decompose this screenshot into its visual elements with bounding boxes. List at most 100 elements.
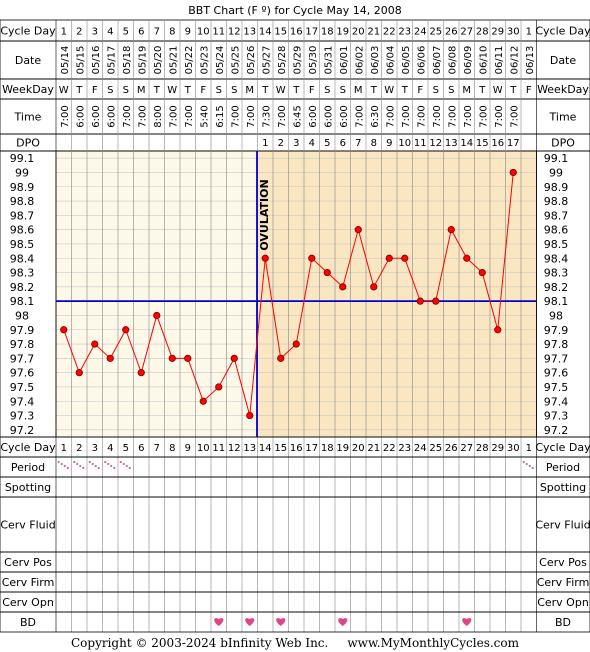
cycle-day-label-bottom: 27 [460, 443, 473, 454]
temperature-point [463, 254, 471, 262]
cycle-day-label-bottom: 2 [76, 443, 82, 454]
y-tick-label: 98 [15, 309, 29, 322]
y-tick-label-right: 98.8 [544, 195, 569, 208]
row-label-cerv_opn-bottom-right: Cerv Opn [537, 596, 589, 609]
y-tick-label-right: 97.8 [544, 338, 569, 351]
cycle-day-label-bottom: 5 [123, 443, 129, 454]
dpo-value: 1 [262, 138, 268, 149]
cycle-day-label: 6 [138, 27, 144, 38]
weekday-label: S [324, 85, 330, 96]
dpo-value: 17 [507, 138, 520, 149]
time-label: 6:00 [323, 105, 334, 127]
cycle-day-label: 1 [61, 27, 67, 38]
y-tick-label-right: 97.7 [544, 352, 569, 365]
cycle-day-label-bottom: 29 [491, 443, 504, 454]
date-label: 05/14 [60, 46, 71, 75]
cycle-day-label-bottom: 13 [243, 443, 256, 454]
dpo-value: 9 [386, 138, 392, 149]
weekday-label: S [231, 85, 237, 96]
y-tick-label: 97.6 [10, 367, 35, 380]
weekday-label: F [200, 85, 206, 96]
temperature-point [91, 340, 99, 348]
y-tick-label: 98.8 [10, 195, 35, 208]
weekday-label: W [59, 85, 69, 96]
weekday-label: S [216, 85, 222, 96]
date-label: 05/23 [199, 46, 210, 75]
row-label-bd-bottom-right: BD [555, 616, 571, 629]
cycle-day-label-bottom: 21 [367, 443, 380, 454]
weekday-label: S [107, 85, 113, 96]
row-label-cycle_day-right: Cycle Day [535, 25, 590, 38]
date-label: 06/10 [478, 46, 489, 75]
y-tick-label-right: 98.6 [544, 224, 569, 237]
time-label: 6:45 [292, 105, 303, 127]
date-label: 05/29 [292, 46, 303, 75]
cycle-day-label: 11 [212, 27, 225, 38]
date-label: 06/11 [494, 46, 505, 75]
weekday-label: S [448, 85, 454, 96]
pre-ovulation-area [56, 151, 257, 437]
time-label: 5:40 [199, 105, 210, 127]
y-tick-label: 98.2 [10, 281, 35, 294]
weekday-label: T [370, 85, 378, 96]
cycle-day-label: 8 [169, 27, 175, 38]
cycle-day-label: 9 [185, 27, 191, 38]
dpo-value: 7 [355, 138, 361, 149]
weekday-label: W [276, 85, 286, 96]
weekday-label: F [526, 85, 532, 96]
time-label: 8:00 [153, 105, 164, 127]
row-label-cerv_opn-bottom: Cerv Opn [2, 596, 54, 609]
weekday-label: T [509, 85, 517, 96]
temperature-point [230, 354, 238, 362]
date-label: 06/08 [447, 46, 458, 75]
row-label-cerv_fluid-bottom: Cerv Fluid [0, 519, 55, 532]
cycle-day-label-bottom: 1 [526, 443, 532, 454]
time-label: 6:15 [215, 105, 226, 127]
date-label: 06/03 [370, 46, 381, 75]
y-tick-label: 98.1 [10, 295, 35, 308]
cycle-day-label-bottom: 24 [414, 443, 427, 454]
y-tick-label-right: 97.4 [544, 395, 569, 408]
temperature-point [494, 326, 502, 334]
temperature-point [199, 397, 207, 405]
time-label: 6:00 [91, 105, 102, 127]
y-tick-label-right: 98 [549, 309, 563, 322]
temperature-point [122, 326, 130, 334]
y-tick-label: 98.6 [10, 224, 35, 237]
date-label: 05/24 [215, 46, 226, 75]
time-label: 7:00 [168, 105, 179, 127]
y-tick-label: 98.3 [10, 267, 35, 280]
weekday-label: M [354, 85, 363, 96]
y-tick-label: 99.1 [10, 152, 35, 165]
cycle-day-label-bottom: 30 [507, 443, 520, 454]
row-label-dpo-right: DPO [551, 137, 575, 150]
cycle-day-label-bottom: 22 [383, 443, 396, 454]
cycle-day-label: 27 [460, 27, 473, 38]
row-label-cerv_firm-bottom-right: Cerv Firm [537, 576, 590, 589]
y-tick-label: 97.8 [10, 338, 35, 351]
date-label: 06/07 [432, 46, 443, 75]
row-label-cerv_firm-bottom: Cerv Firm [2, 576, 55, 589]
row-label-period-bottom: Period [11, 461, 45, 474]
row-label-cycle_day-bottom-right: Cycle Day [535, 441, 590, 454]
row-label-period-bottom-right: Period [546, 461, 580, 474]
date-label: 06/01 [339, 46, 350, 75]
weekday-label: T [401, 85, 409, 96]
cycle-day-label-bottom: 26 [445, 443, 458, 454]
time-label: 7:00 [447, 105, 458, 127]
cycle-day-label: 18 [321, 27, 334, 38]
cycle-day-label: 21 [367, 27, 380, 38]
date-label: 06/06 [416, 46, 427, 75]
y-tick-label-right: 97.9 [544, 324, 569, 337]
dpo-value: 13 [445, 138, 458, 149]
cycle-day-label-bottom: 16 [290, 443, 303, 454]
temperature-point [292, 340, 300, 348]
y-tick-label-right: 98.4 [544, 252, 569, 265]
date-label: 05/30 [308, 46, 319, 75]
cycle-day-label: 7 [154, 27, 160, 38]
weekday-label: T [261, 85, 269, 96]
time-label: 7:00 [137, 105, 148, 127]
row-label-time-right: Time [549, 111, 577, 124]
dpo-value: 4 [309, 138, 315, 149]
